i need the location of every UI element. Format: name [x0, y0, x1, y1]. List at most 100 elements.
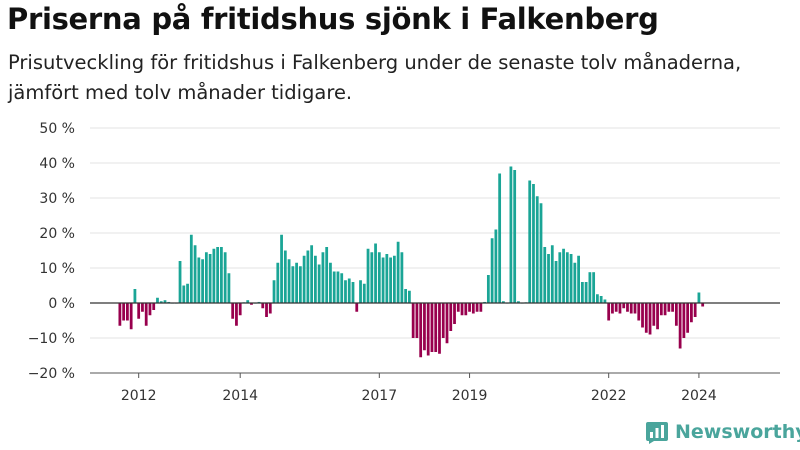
bar — [697, 292, 701, 303]
bar — [569, 254, 573, 303]
bar — [596, 294, 599, 303]
bar — [565, 252, 569, 303]
bar — [547, 254, 550, 303]
bar — [336, 271, 340, 303]
bar — [231, 303, 235, 319]
bar — [159, 301, 163, 303]
bar — [580, 282, 584, 303]
bar — [449, 303, 453, 331]
bar — [321, 252, 325, 303]
x-tick-label: 2019 — [452, 388, 488, 404]
bar — [186, 283, 189, 303]
bar — [133, 289, 137, 303]
bar — [306, 250, 310, 303]
bar — [558, 252, 562, 303]
bar — [208, 254, 212, 303]
bar — [419, 303, 423, 358]
bar — [291, 266, 295, 303]
bar — [381, 257, 385, 303]
bar — [340, 273, 344, 303]
bar — [377, 252, 381, 303]
bar — [325, 247, 329, 303]
bar — [415, 303, 419, 338]
bar — [220, 247, 223, 303]
y-tick-label: 0 % — [48, 296, 75, 312]
bar — [129, 303, 133, 330]
bar — [359, 280, 362, 303]
bar — [678, 303, 682, 349]
bar — [592, 272, 596, 303]
y-axis-labels: 50 % 40 % 30 % 20 % 10 % 0 % −10 % −20 % — [28, 121, 75, 382]
bar — [693, 303, 697, 317]
bar — [468, 303, 471, 312]
annotation-label: −1 % — [720, 0, 758, 4]
bar — [411, 303, 415, 338]
x-tick-label: 2024 — [681, 388, 717, 404]
bar — [310, 245, 314, 303]
bar — [471, 303, 475, 314]
bar — [479, 303, 483, 312]
bar — [502, 301, 505, 303]
bar — [404, 289, 408, 303]
bar — [633, 303, 637, 314]
bar — [351, 282, 355, 303]
bar — [667, 303, 671, 312]
bar — [648, 303, 652, 335]
bar — [426, 303, 430, 356]
bar — [396, 241, 400, 303]
bar — [438, 303, 441, 354]
bar — [246, 300, 250, 303]
bar — [652, 303, 656, 326]
bar — [261, 303, 265, 309]
bar — [445, 303, 449, 344]
bar — [644, 303, 648, 333]
bar — [528, 180, 532, 303]
bar — [539, 203, 543, 303]
bar — [423, 303, 426, 351]
bar — [329, 262, 332, 303]
bar — [618, 303, 622, 314]
bar — [250, 303, 253, 305]
bar — [656, 303, 659, 330]
y-tick-label: −10 % — [28, 331, 75, 347]
bar — [441, 303, 445, 338]
bar — [599, 296, 603, 303]
bar — [671, 303, 674, 312]
bar — [268, 303, 272, 314]
x-tick-label: 2014 — [222, 388, 258, 404]
bar — [141, 303, 144, 312]
bar — [126, 303, 129, 321]
y-tick-label: 10 % — [39, 261, 75, 277]
y-tick-label: 20 % — [39, 226, 75, 242]
bar — [430, 303, 434, 352]
bar — [554, 261, 558, 303]
bar — [434, 303, 438, 352]
bar — [216, 247, 220, 303]
x-axis: 2012 2014 2017 2019 2022 2024 — [90, 302, 780, 404]
bar — [163, 300, 167, 303]
bar — [223, 252, 227, 303]
bar — [238, 303, 242, 316]
bar — [532, 184, 535, 303]
bar — [295, 262, 298, 303]
bar — [332, 271, 336, 303]
bar — [317, 264, 321, 303]
bar — [392, 255, 396, 303]
bar — [344, 280, 347, 303]
bar — [494, 229, 498, 303]
bar — [577, 255, 580, 303]
bar — [498, 173, 502, 303]
bar — [148, 303, 152, 316]
bar — [122, 303, 126, 321]
bar — [464, 303, 468, 316]
bar — [614, 303, 618, 312]
bar — [362, 283, 366, 303]
bar — [588, 272, 592, 303]
bar — [663, 303, 667, 316]
x-tick-label: 2012 — [121, 388, 157, 404]
bar — [276, 262, 280, 303]
bar — [355, 303, 359, 312]
bar — [659, 303, 663, 316]
bar — [641, 303, 644, 328]
